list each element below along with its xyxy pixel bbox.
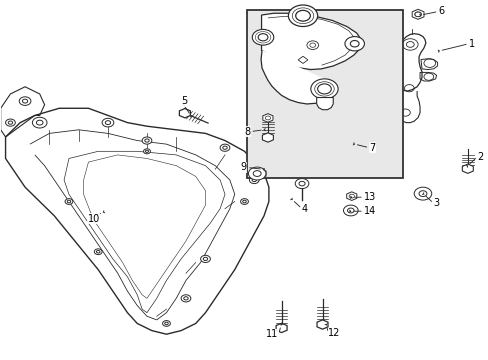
Circle shape <box>200 255 210 262</box>
Circle shape <box>252 30 273 45</box>
Text: 11: 11 <box>266 329 278 339</box>
Polygon shape <box>461 164 472 174</box>
Circle shape <box>343 205 357 216</box>
Text: 9: 9 <box>240 162 246 172</box>
Polygon shape <box>298 56 307 63</box>
Circle shape <box>248 167 265 180</box>
Circle shape <box>310 79 337 99</box>
Text: 14: 14 <box>363 206 375 216</box>
Circle shape <box>220 144 229 151</box>
Polygon shape <box>346 192 356 201</box>
Circle shape <box>102 118 114 127</box>
Circle shape <box>295 179 308 189</box>
Text: 3: 3 <box>433 198 439 208</box>
Text: 5: 5 <box>181 96 187 106</box>
Circle shape <box>240 199 248 204</box>
Circle shape <box>181 295 190 302</box>
Polygon shape <box>276 323 286 333</box>
Text: 7: 7 <box>368 143 375 153</box>
Polygon shape <box>263 114 272 122</box>
Text: 2: 2 <box>477 152 483 162</box>
Circle shape <box>288 5 317 27</box>
Text: 8: 8 <box>244 127 250 136</box>
Circle shape <box>162 320 170 326</box>
Text: 10: 10 <box>87 214 100 224</box>
Circle shape <box>19 97 31 105</box>
Polygon shape <box>254 168 265 179</box>
Polygon shape <box>316 320 327 329</box>
Polygon shape <box>316 98 332 110</box>
Polygon shape <box>261 13 361 69</box>
Polygon shape <box>261 50 333 104</box>
Circle shape <box>344 37 364 51</box>
Polygon shape <box>179 109 190 118</box>
Circle shape <box>143 149 150 154</box>
Text: 13: 13 <box>363 192 375 202</box>
Circle shape <box>249 176 259 184</box>
Bar <box>246 10 402 178</box>
Text: 6: 6 <box>438 6 444 17</box>
Polygon shape <box>411 9 423 19</box>
Text: 12: 12 <box>328 328 340 338</box>
Circle shape <box>142 137 152 144</box>
Circle shape <box>65 199 73 204</box>
Text: 1: 1 <box>468 39 474 49</box>
Circle shape <box>413 187 431 200</box>
Polygon shape <box>262 133 273 142</box>
Text: 4: 4 <box>302 204 307 214</box>
Circle shape <box>5 119 15 126</box>
Circle shape <box>32 117 47 128</box>
Circle shape <box>94 249 102 255</box>
